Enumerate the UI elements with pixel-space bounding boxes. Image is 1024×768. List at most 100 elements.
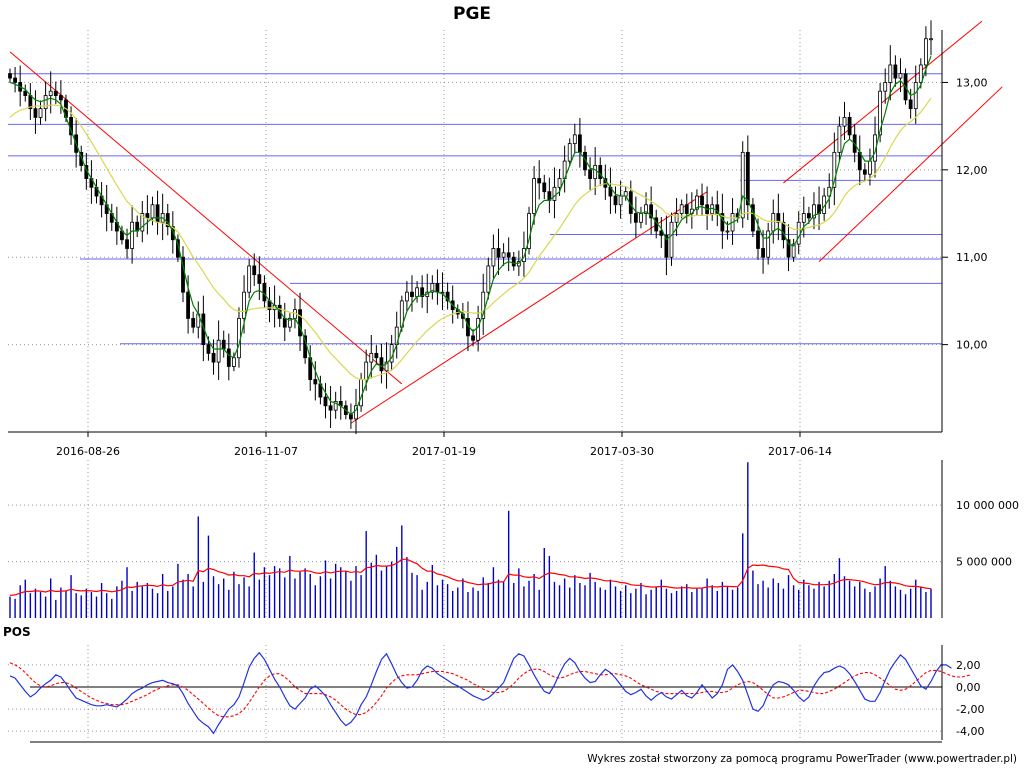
candle [893,55,898,87]
candle [908,88,913,119]
candle [837,116,842,161]
candle [394,311,399,359]
candle [562,145,567,193]
candle [181,246,185,303]
candle-body [170,226,175,241]
candle-body [186,291,190,319]
candle-body [908,99,913,110]
pos-y-tick-label: 0,00 [956,681,981,694]
candle-body [298,309,302,337]
candle-body [771,213,776,232]
candle-body [766,230,771,258]
candle-body [23,90,28,96]
candle [298,292,302,352]
candle [857,135,862,186]
pos-pane: 2,00 0,00 -2,00 -4,00 [8,645,984,743]
candle-body [883,82,888,92]
candle [588,157,592,190]
candle-body [725,230,730,233]
candle-body [191,317,196,328]
candle [354,388,358,435]
pos-pane-label: POS [3,625,31,639]
trend-line-downtrend [9,51,403,385]
candle [649,186,654,235]
pos-y-tick-label: -2,00 [956,703,984,716]
candle [491,234,496,279]
candle [287,313,292,332]
candle [552,167,557,219]
pos-y-tick-label: -4,00 [956,725,984,738]
candle [929,20,933,56]
candle-body [511,256,516,267]
candle [781,212,786,249]
candle [501,243,506,266]
candle-body [740,151,745,219]
candle-body [796,221,801,245]
candle-body [593,165,598,179]
candle [237,307,241,368]
candle-body [38,108,43,118]
candle-body [862,169,867,175]
candle-body [791,243,796,258]
candle-body [282,317,287,328]
candle-body [542,182,547,193]
candle [323,383,328,419]
candle [745,135,750,220]
candle-body [572,134,577,145]
candle [374,345,379,366]
candle-body [384,361,389,372]
candle-body [33,108,38,118]
candle [532,166,537,225]
candle-body [913,82,918,110]
candle-body [695,195,699,210]
candle-body [471,335,475,341]
candle-body [501,252,506,258]
candle [608,167,613,214]
candle [674,198,679,237]
candle-body [537,178,542,184]
candle [43,81,48,122]
candle [598,157,603,186]
candle [252,253,257,286]
candle-body [404,291,409,302]
candle [486,257,491,300]
candle [700,183,704,217]
candle [832,132,837,206]
candle [89,160,94,204]
candle-body [481,291,486,319]
candle-body [287,317,292,328]
candle [496,228,501,276]
candle [888,45,893,101]
candle-body [644,204,648,214]
candle [186,275,190,334]
candle-body [369,352,374,363]
trend-line-uptrend [350,191,708,424]
candle [333,391,338,419]
candle [33,90,38,134]
candle [862,163,867,181]
candle-body [226,348,231,367]
candle [842,101,847,141]
candle [165,203,170,236]
candle [639,206,643,229]
price-y-tick-label: 12,00 [956,164,988,177]
candle [99,182,104,218]
candle-body [888,64,893,83]
candle [79,145,84,172]
candle [633,196,638,238]
candle [109,203,114,231]
candle [766,222,771,265]
candle-body [206,344,211,354]
candle-body [211,352,216,363]
candle-body [252,265,257,276]
chart-title: PGE [453,4,491,24]
candle-body [669,221,674,258]
candle-body [155,204,160,223]
candle [338,385,343,420]
candle-body [374,352,379,359]
candle-body [674,213,679,223]
candle-body [633,213,638,223]
candle-body [323,396,328,407]
candle-body [801,213,806,223]
candle-body [420,287,425,297]
